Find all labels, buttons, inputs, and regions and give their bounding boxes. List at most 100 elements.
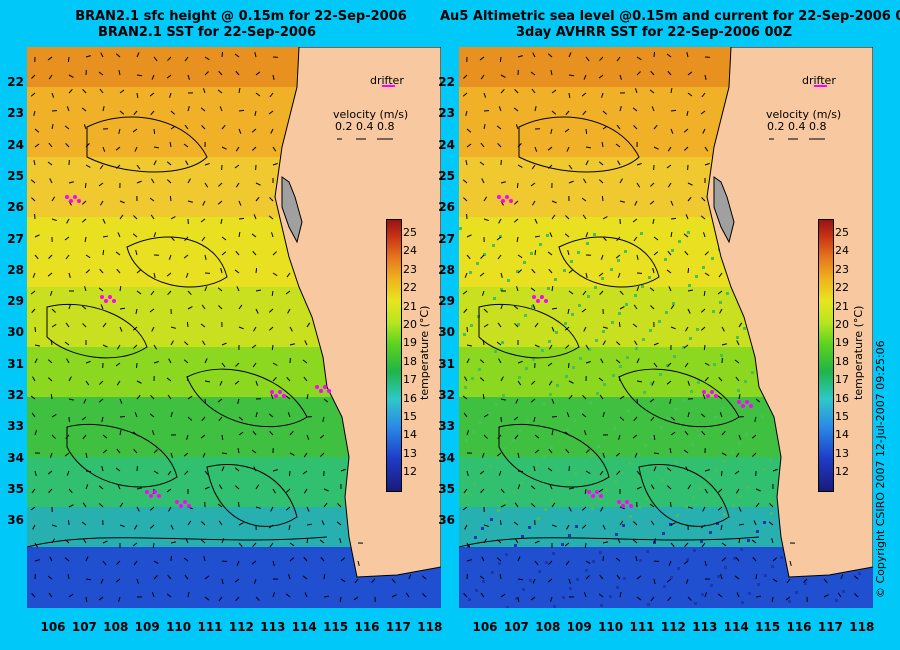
- velocity-arrow: [602, 125, 608, 130]
- x-tick-label: 112: [660, 620, 686, 634]
- velocity-arrow: [220, 268, 223, 274]
- sst-noise: [563, 269, 566, 272]
- velocity-arrow: [721, 557, 727, 562]
- right-drifter-label: drifter: [802, 74, 836, 87]
- velocity-arrow: [202, 200, 206, 206]
- velocity-arrow: [684, 250, 689, 256]
- drifter-track: [100, 295, 104, 299]
- velocity-arrow: [617, 272, 621, 278]
- velocity-arrow: [303, 488, 308, 494]
- sst-noise: [483, 253, 486, 256]
- velocity-arrow: [152, 542, 155, 549]
- velocity-arrow: [85, 164, 91, 168]
- sst-noise: [513, 491, 516, 494]
- velocity-arrow: [513, 305, 519, 310]
- velocity-arrow: [619, 395, 625, 400]
- velocity-arrow: [751, 539, 757, 544]
- velocity-arrow: [102, 249, 105, 256]
- velocity-arrow: [531, 268, 536, 274]
- velocity-arrow: [218, 70, 223, 76]
- velocity-arrow: [585, 449, 590, 454]
- velocity-arrow: [534, 106, 537, 112]
- sst-noise: [663, 585, 666, 588]
- sst-noise: [610, 268, 613, 271]
- velocity-arrow: [683, 128, 689, 133]
- velocity-arrow: [323, 573, 326, 580]
- velocity-arrow: [31, 412, 36, 418]
- colorbar-tick-label: 15: [403, 410, 417, 423]
- sst-noise: [571, 313, 574, 316]
- velocity-arrow: [548, 268, 553, 274]
- velocity-arrow: [270, 506, 274, 512]
- drifter-track: [278, 390, 282, 394]
- velocity-arrow: [513, 200, 519, 205]
- velocity-arrow: [500, 488, 505, 494]
- velocity-arrow: [736, 340, 740, 346]
- velocity-arrow: [187, 395, 193, 400]
- velocity-arrow: [498, 106, 502, 112]
- velocity-arrow: [653, 452, 660, 455]
- drifter-track: [540, 295, 544, 299]
- velocity-arrow: [565, 448, 570, 454]
- velocity-arrow: [272, 74, 275, 80]
- velocity-arrow: [201, 521, 206, 526]
- velocity-arrow: [187, 106, 190, 112]
- sst-noise: [572, 366, 575, 369]
- drifter-track: [327, 389, 331, 393]
- velocity-arrow: [687, 308, 691, 314]
- sst-noise: [556, 384, 559, 387]
- velocity-arrow: [700, 308, 706, 313]
- sst-noise: [650, 382, 653, 385]
- x-tick-label: 118: [849, 620, 875, 634]
- velocity-arrow: [599, 394, 604, 400]
- sst-noise: [538, 570, 541, 573]
- velocity-arrow: [636, 254, 639, 260]
- velocity-arrow: [650, 182, 655, 187]
- velocity-arrow: [684, 362, 689, 368]
- drifter-track: [69, 199, 73, 203]
- x-tick-label: 115: [323, 620, 349, 634]
- velocity-arrow: [68, 88, 73, 94]
- sea-level-contour: [459, 536, 760, 548]
- velocity-arrow: [568, 394, 573, 400]
- drifter-track: [497, 195, 501, 199]
- sst-noise: [531, 305, 534, 308]
- velocity-arrow: [534, 235, 541, 238]
- velocity-arrow: [217, 287, 223, 292]
- velocity-arrow: [670, 200, 674, 206]
- sst-noise: [613, 427, 616, 430]
- velocity-arrow: [319, 539, 325, 544]
- velocity-arrow: [34, 143, 40, 148]
- velocity-arrow: [51, 218, 57, 222]
- velocity-arrow: [514, 502, 519, 508]
- velocity-arrow: [666, 53, 672, 58]
- sst-noise: [627, 409, 630, 412]
- velocity-arrow: [785, 596, 791, 601]
- velocity-arrow: [119, 398, 123, 404]
- velocity-arrow: [272, 251, 277, 256]
- velocity-arrow: [636, 162, 642, 166]
- sst-noise: [601, 277, 604, 280]
- sst-noise: [639, 559, 642, 562]
- sst-noise: [479, 421, 482, 424]
- sst-noise: [605, 489, 608, 492]
- velocity-arrow: [686, 52, 689, 58]
- colorbar-tick-label: 13: [403, 446, 417, 460]
- colorbar-tick-label: 25: [403, 226, 417, 239]
- velocity-arrow: [530, 287, 536, 292]
- velocity-arrow: [551, 502, 556, 508]
- velocity-arrow: [354, 578, 359, 584]
- drifter-track: [621, 504, 625, 508]
- velocity-arrow: [636, 486, 642, 490]
- velocity-arrow: [204, 486, 210, 490]
- x-tick-label: 106: [40, 620, 66, 634]
- drifter-track: [183, 500, 187, 504]
- velocity-arrow: [289, 452, 295, 456]
- velocity-arrow: [619, 306, 625, 310]
- sst-noise: [553, 605, 556, 608]
- sst-noise: [473, 483, 476, 486]
- sst-noise: [641, 285, 644, 288]
- sst-noise: [756, 530, 759, 533]
- velocity-arrow: [703, 290, 706, 297]
- velocity-arrow: [98, 182, 104, 187]
